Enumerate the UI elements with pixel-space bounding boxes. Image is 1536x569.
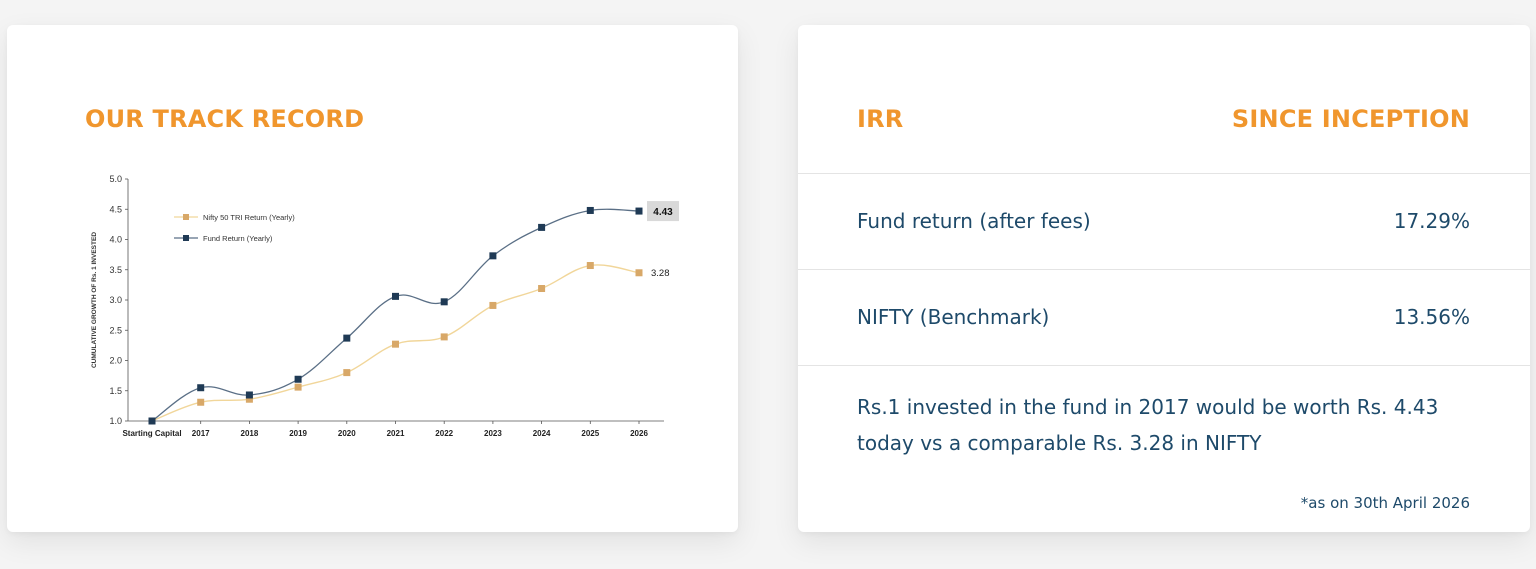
nifty-point xyxy=(440,333,448,341)
y-tick-label: 4.0 xyxy=(109,235,122,245)
track-record-title: OUR TRACK RECORD xyxy=(85,105,365,133)
as-on-footnote: *as on 30th April 2026 xyxy=(1300,494,1470,512)
y-tick-label: 1.5 xyxy=(109,386,122,396)
y-tick-label: 3.0 xyxy=(109,295,122,305)
nifty-benchmark-label: NIFTY (Benchmark) xyxy=(857,305,1050,329)
nifty-point xyxy=(586,262,594,270)
growth-line-chart: 1.0 1.5 2.0 2.5 3.0 3.5 4.0 4.5 5.0 Starting Capi… xyxy=(91,174,679,438)
fund-point xyxy=(148,417,156,425)
nifty-point xyxy=(245,395,253,403)
x-tick-label: 2024 xyxy=(533,429,551,438)
irr-heading: IRR xyxy=(857,105,904,133)
fund-end-label-box xyxy=(647,201,679,222)
summary-text: Rs.1 invested in the fund in 2017 would … xyxy=(857,395,1439,455)
divider xyxy=(798,173,1530,174)
divider xyxy=(798,269,1530,270)
x-tick-label: 2020 xyxy=(338,429,356,438)
track-record-card: OUR TRACK RECORD 1.0 1.5 2.0 2.5 3.0 3.5 4.0 4.… xyxy=(7,25,738,532)
nifty-benchmark-value: 13.56% xyxy=(1393,305,1470,329)
y-tick-label: 4.5 xyxy=(109,204,122,214)
x-tick-label: 2018 xyxy=(241,429,259,438)
fund-end-label: 4.43 xyxy=(653,207,673,218)
divider xyxy=(798,365,1530,366)
fund-point xyxy=(294,375,302,383)
fund-point xyxy=(245,391,253,399)
y-tick-label: 3.5 xyxy=(109,265,122,275)
fund-point xyxy=(538,223,546,231)
legend-fund-marker xyxy=(183,235,189,241)
x-tick-label: 2025 xyxy=(581,429,599,438)
legend-fund-label: Fund Return (Yearly) xyxy=(203,234,273,243)
nifty-point xyxy=(392,340,399,348)
fund-point xyxy=(440,298,448,306)
y-axis-label: CUMULATIVE GROWTH OF Rs. 1 INVESTED xyxy=(91,232,98,368)
nifty-point xyxy=(343,369,351,377)
since-inception-heading: SINCE INCEPTION xyxy=(1231,105,1470,133)
irr-card: IRR SINCE INCEPTION Fund return (after f… xyxy=(798,25,1530,532)
x-tick-label: 2022 xyxy=(435,429,453,438)
fund-return-label: Fund return (after fees) xyxy=(857,209,1091,233)
y-tick-label: 2.5 xyxy=(109,325,122,335)
legend-nifty-marker xyxy=(183,214,189,220)
nifty-point xyxy=(635,269,643,277)
nifty-point xyxy=(197,398,205,406)
x-tick-label: 2026 xyxy=(630,429,648,438)
x-tick-label: 2017 xyxy=(192,429,210,438)
x-tick-label: 2019 xyxy=(289,429,307,438)
legend-nifty-label: Nifty 50 TRI Return (Yearly) xyxy=(203,213,295,222)
fund-point xyxy=(343,334,351,342)
fund-point xyxy=(635,207,643,215)
nifty-point xyxy=(294,383,302,391)
x-tick-label: Starting Capital xyxy=(122,429,181,438)
fund-return-value: 17.29% xyxy=(1393,209,1470,233)
fund-point xyxy=(197,384,205,392)
nifty-end-label: 3.28 xyxy=(651,268,670,279)
x-tick-label: 2021 xyxy=(387,429,405,438)
nifty-point xyxy=(538,285,546,293)
y-tick-label: 5.0 xyxy=(109,174,122,184)
fund-point xyxy=(392,292,399,300)
nifty-point xyxy=(489,301,497,309)
x-tick-label: 2023 xyxy=(484,429,502,438)
y-tick-label: 1.0 xyxy=(109,416,122,426)
y-tick-label: 2.0 xyxy=(109,356,122,366)
fund-point xyxy=(489,252,497,260)
fund-point xyxy=(586,206,594,214)
